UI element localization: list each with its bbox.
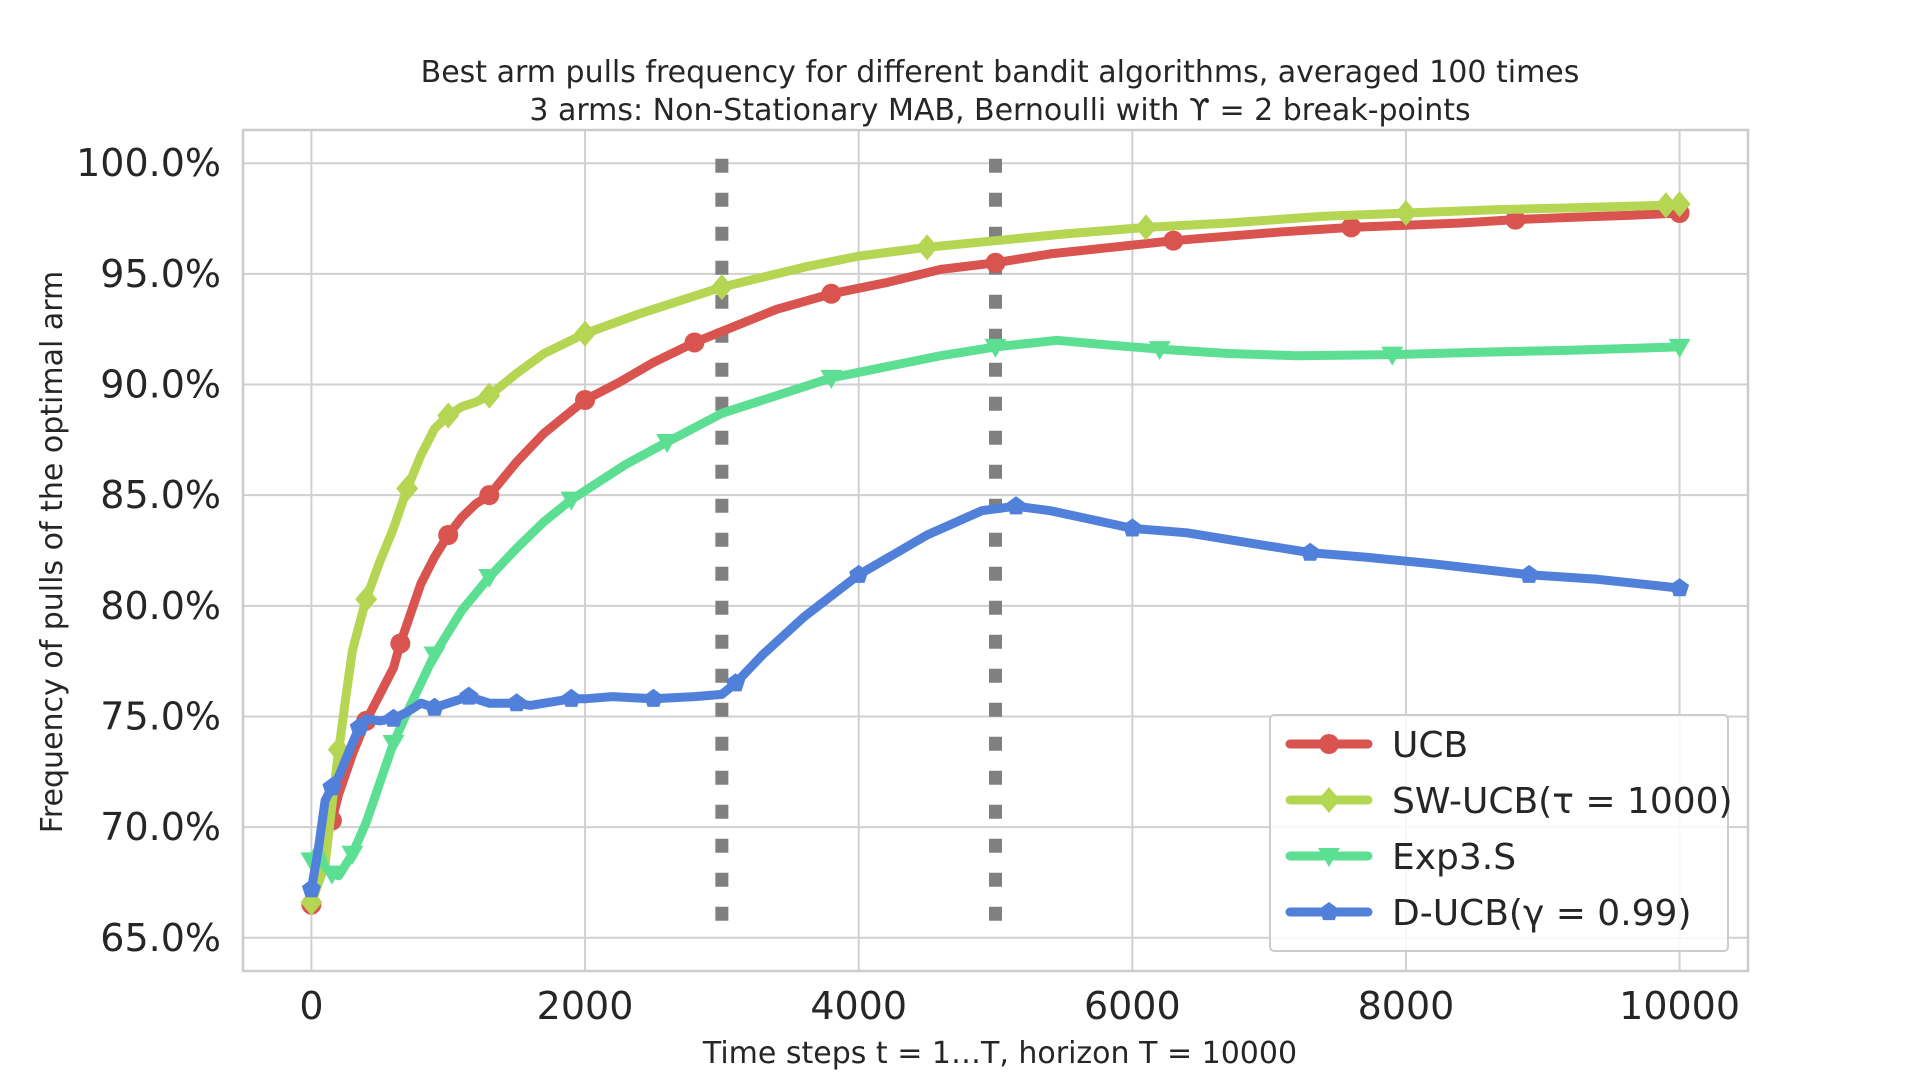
legend-label: SW-UCB(τ = 1000) xyxy=(1392,781,1733,822)
y-tick-label: 80.0% xyxy=(100,584,221,628)
x-tick-label: 4000 xyxy=(810,984,907,1028)
data-point xyxy=(478,569,501,589)
legend-marker xyxy=(1319,734,1339,754)
data-point xyxy=(820,369,843,389)
legend-marker xyxy=(1318,787,1340,813)
data-point xyxy=(478,382,501,409)
data-point xyxy=(1668,338,1691,358)
data-point xyxy=(1381,346,1404,366)
legend-label: D-UCB(γ = 0.99) xyxy=(1392,893,1692,934)
y-tick-label: 75.0% xyxy=(100,694,221,738)
data-point xyxy=(984,338,1007,358)
tick-labels: 0 2000 4000 6000 8000 10000 65.0% 70.0% 75.0% 80.… xyxy=(76,141,1740,1028)
data-point xyxy=(574,320,597,347)
data-point xyxy=(355,586,378,613)
x-axis-label: Time steps t = 1…T, horizon T = 10000 xyxy=(702,1036,1297,1071)
data-point xyxy=(1394,199,1417,226)
x-tick-label: 6000 xyxy=(1084,984,1181,1028)
chart-title-line-2: 3 arms: Non-Stationary MAB, Bernoulli wi… xyxy=(529,93,1470,128)
data-point xyxy=(1300,542,1320,561)
data-point xyxy=(382,735,405,755)
data-point xyxy=(1122,518,1142,537)
plot-frame xyxy=(241,128,1750,973)
y-tick-label: 100.0% xyxy=(76,141,221,185)
data-point xyxy=(1670,578,1690,597)
y-axis-label: Frequency of pulls of the optimal arm xyxy=(35,271,70,833)
data-point xyxy=(643,688,663,707)
data-point xyxy=(301,879,321,898)
data-point xyxy=(1505,209,1526,230)
data-point xyxy=(1519,564,1539,583)
data-point xyxy=(849,564,869,583)
data-point xyxy=(459,686,479,705)
data-point xyxy=(396,475,419,502)
x-tick-label: 2000 xyxy=(537,984,634,1028)
y-tick-label: 65.0% xyxy=(100,916,221,960)
data-point xyxy=(1654,192,1677,219)
data-point xyxy=(349,717,369,736)
y-tick-label: 90.0% xyxy=(100,363,221,407)
data-point xyxy=(390,633,411,654)
data-point xyxy=(437,402,460,429)
data-point xyxy=(383,708,404,727)
data-point xyxy=(575,390,596,411)
data-point xyxy=(479,485,500,506)
breakpoint-lines xyxy=(715,158,1002,941)
data-point xyxy=(1006,496,1026,515)
series-lines xyxy=(300,191,1691,916)
data-point xyxy=(684,332,705,353)
data-point xyxy=(425,697,445,716)
data-point xyxy=(821,283,842,304)
data-point xyxy=(916,234,939,261)
legend: UCB SW-UCB(τ = 1000) Exp3.S D-UCB(γ = 0.99) xyxy=(1269,714,1733,952)
data-point xyxy=(561,688,581,707)
y-tick-label: 85.0% xyxy=(100,473,221,517)
legend-marker xyxy=(1318,848,1340,867)
series-line xyxy=(306,501,1685,894)
series-line xyxy=(306,199,1685,907)
data-point xyxy=(322,777,342,796)
data-point xyxy=(656,434,679,454)
series-3 xyxy=(301,496,1690,898)
legend-marker xyxy=(1319,902,1339,921)
data-point xyxy=(726,673,746,692)
data-point xyxy=(423,646,446,666)
data-point xyxy=(985,252,1006,273)
data-point xyxy=(507,693,527,712)
data-point xyxy=(1341,217,1362,238)
series-line xyxy=(306,208,1685,910)
data-point xyxy=(710,274,733,301)
data-point xyxy=(560,491,583,511)
x-tick-label: 8000 xyxy=(1358,984,1455,1028)
legend-label: Exp3.S xyxy=(1392,837,1516,878)
data-point xyxy=(1163,230,1184,251)
series-2 xyxy=(300,335,1691,885)
data-point xyxy=(438,525,459,546)
y-tick-label: 95.0% xyxy=(100,252,221,296)
data-point xyxy=(320,865,343,885)
chart-title-line-1: Best arm pulls frequency for different b… xyxy=(421,55,1580,90)
data-point xyxy=(341,845,364,865)
legend-label: UCB xyxy=(1392,725,1468,766)
data-point xyxy=(1148,341,1171,361)
legend-entries: UCB SW-UCB(τ = 1000) Exp3.S D-UCB(γ = 0.99) xyxy=(1285,725,1733,934)
x-tick-label: 0 xyxy=(299,984,323,1028)
data-point xyxy=(1135,214,1157,241)
x-tick-label: 10000 xyxy=(1619,984,1740,1028)
legend-frame xyxy=(1269,714,1729,952)
y-tick-label: 70.0% xyxy=(100,805,221,849)
data-point xyxy=(1668,191,1691,218)
